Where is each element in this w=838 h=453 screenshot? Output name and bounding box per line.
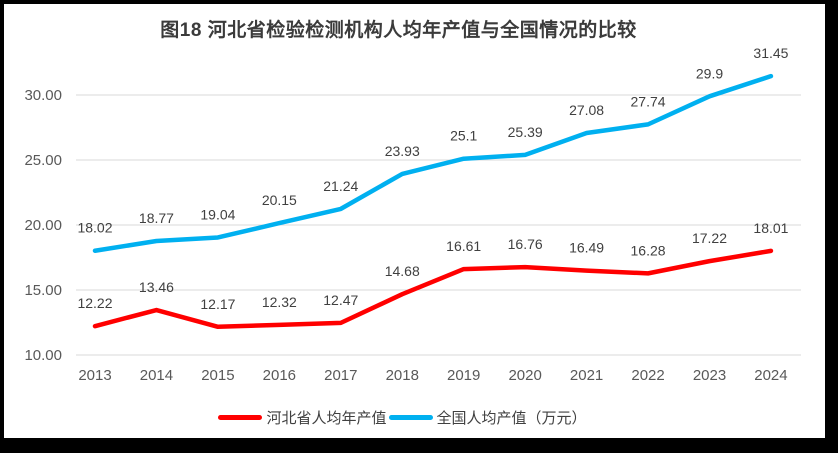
data-label: 17.22 xyxy=(692,230,727,246)
series-line-1 xyxy=(92,73,774,253)
data-label: 12.17 xyxy=(200,296,235,312)
data-label: 27.74 xyxy=(631,93,666,109)
y-axis-tick-label: 30.00 xyxy=(24,87,62,104)
legend-item-hebei: 河北省人均年产值 xyxy=(218,407,387,428)
data-label: 21.24 xyxy=(323,178,358,194)
data-label: 25.1 xyxy=(450,128,477,144)
data-label: 29.9 xyxy=(696,65,723,81)
chart-canvas: 图18 河北省检验检测机构人均年产值与全国情况的比较 10.00 15.00 20.… xyxy=(4,4,825,438)
x-axis-tick-label: 2017 xyxy=(324,367,357,384)
data-label: 13.46 xyxy=(139,279,174,295)
x-axis-tick-label: 2013 xyxy=(78,367,111,384)
x-axis-tick-label: 2018 xyxy=(386,367,419,384)
x-axis-tick-label: 2015 xyxy=(201,367,234,384)
x-axis-tick-label: 2019 xyxy=(447,367,480,384)
x-axis-tick-label: 2021 xyxy=(570,367,603,384)
chart-title: 图18 河北省检验检测机构人均年产值与全国情况的比较 xyxy=(160,20,637,41)
legend-item-national: 全国人均产值（万元） xyxy=(388,407,587,428)
data-label: 19.04 xyxy=(200,206,235,222)
series-line-0 xyxy=(92,248,774,330)
data-label: 18.02 xyxy=(77,220,112,236)
data-label: 12.22 xyxy=(77,295,112,311)
data-label: 16.28 xyxy=(631,242,666,258)
x-axis-tick-label: 2022 xyxy=(631,367,664,384)
data-label: 18.77 xyxy=(139,210,174,226)
line-chart-plot: 10.00 15.00 20.00 25.00 30.00 2013 2014 2015 201… xyxy=(24,45,801,384)
data-label: 12.47 xyxy=(323,292,358,308)
data-label: 16.76 xyxy=(508,236,543,252)
y-axis-tick-label: 20.00 xyxy=(24,217,62,234)
data-label: 16.61 xyxy=(446,238,481,254)
x-axis-tick-label: 2016 xyxy=(263,367,296,384)
data-label: 14.68 xyxy=(385,263,420,279)
data-label: 27.08 xyxy=(569,102,604,118)
x-axis-tick-label: 2014 xyxy=(140,367,173,384)
data-label: 16.49 xyxy=(569,240,604,256)
data-label: 18.01 xyxy=(753,220,788,236)
y-axis-tick-label: 15.00 xyxy=(24,282,62,299)
y-axis-tick-label: 10.00 xyxy=(24,347,62,364)
x-axis-tick-label: 2023 xyxy=(693,367,726,384)
data-label: 12.32 xyxy=(262,294,297,310)
data-label: 31.45 xyxy=(753,45,788,61)
data-label: 23.93 xyxy=(385,143,420,159)
data-label: 25.39 xyxy=(508,124,543,140)
x-axis-tick-label: 2020 xyxy=(508,367,541,384)
chart-legend: 河北省人均年产值 全国人均产值（万元） xyxy=(0,404,813,430)
legend-line-national-icon xyxy=(388,414,433,420)
y-axis-tick-label: 25.00 xyxy=(24,152,62,169)
legend-line-hebei-icon xyxy=(218,414,263,420)
legend-label-hebei: 河北省人均年产值 xyxy=(266,409,387,427)
legend-label-national: 全国人均产值（万元） xyxy=(436,409,587,427)
data-label: 20.15 xyxy=(262,192,297,208)
x-axis-tick-label: 2024 xyxy=(754,367,787,384)
